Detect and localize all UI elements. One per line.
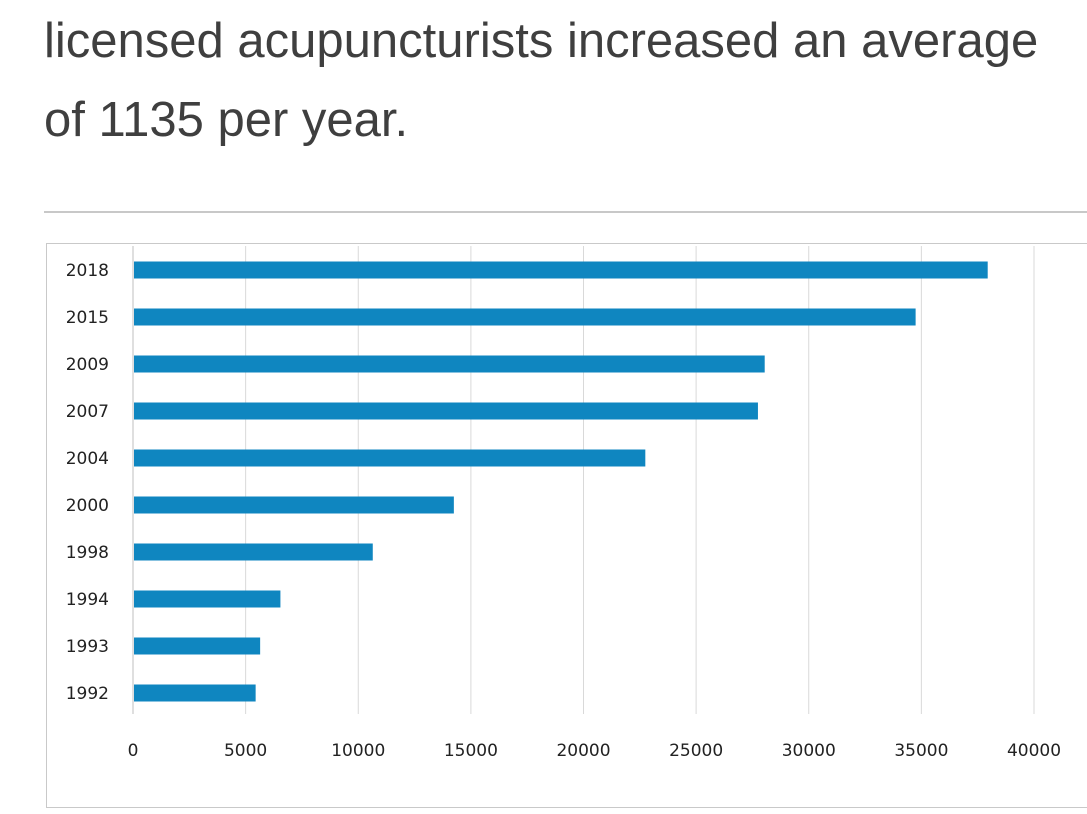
bar: [134, 684, 256, 702]
y-category-label: 1992: [66, 684, 109, 704]
bar: [134, 637, 261, 655]
bars: [134, 261, 988, 702]
y-category-label: 1998: [66, 543, 109, 563]
x-tick-label: 30000: [782, 741, 836, 761]
bar: [134, 543, 373, 561]
y-category-label: 2007: [66, 402, 109, 422]
x-tick-label: 20000: [556, 741, 610, 761]
x-tick-label: 25000: [669, 741, 723, 761]
x-tick-label: 15000: [444, 741, 498, 761]
x-tick-label: 35000: [894, 741, 948, 761]
bar: [134, 355, 765, 373]
bar: [134, 308, 916, 326]
y-category-label: 2000: [66, 496, 109, 516]
bar: [134, 496, 454, 514]
category-labels: 2018 2015 2009 2007 2004 2000 1998 1994 1993 1992: [66, 261, 109, 704]
x-tick-label: 0: [128, 741, 139, 761]
bar: [134, 449, 646, 467]
y-category-label: 2004: [66, 449, 109, 469]
headline-text: licensed acupuncturists increased an ave…: [44, 14, 1039, 147]
value-tick-labels: 0 5000 10000 15000 20000 25000 30000 35000 40000: [128, 741, 1061, 761]
bar: [134, 261, 988, 279]
y-category-label: 2009: [66, 355, 109, 375]
x-tick-label: 40000: [1007, 741, 1061, 761]
chart-frame: 2018 2015 2009 2007 2004 2000 1998 1994 1993 1992…: [46, 243, 1087, 808]
x-tick-label: 5000: [224, 741, 267, 761]
bar: [134, 590, 281, 608]
y-category-label: 2018: [66, 261, 109, 281]
bar: [134, 402, 758, 420]
y-category-label: 2015: [66, 308, 109, 328]
y-category-label: 1993: [66, 637, 109, 657]
bar-chart: 2018 2015 2009 2007 2004 2000 1998 1994 1993 1992…: [66, 246, 1061, 761]
y-category-label: 1994: [66, 590, 109, 610]
divider-line: [44, 211, 1087, 213]
x-tick-label: 10000: [331, 741, 385, 761]
